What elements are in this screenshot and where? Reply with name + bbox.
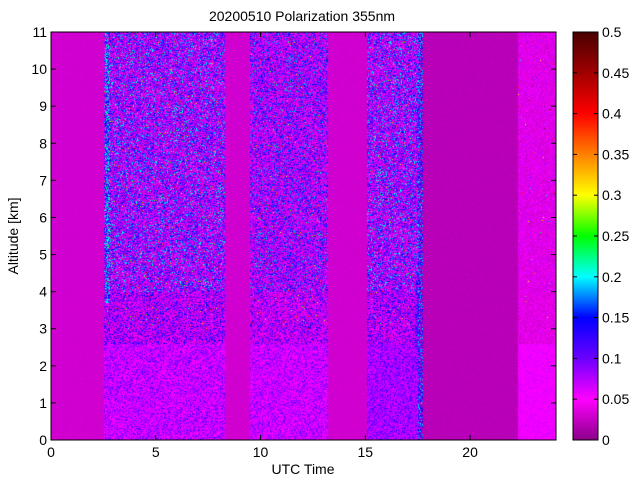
y-tick-label: 7	[39, 172, 47, 188]
colorbar-tick-label: 0.35	[602, 146, 629, 162]
colorbar-tick-label: 0.15	[602, 310, 629, 326]
x-axis-label: UTC Time	[272, 461, 335, 477]
y-tick-label: 5	[39, 247, 47, 263]
y-tick-label: 2	[39, 358, 47, 374]
y-tick-label: 3	[39, 321, 47, 337]
y-tick-label: 8	[39, 135, 47, 151]
colorbar-tick-label: 0.05	[602, 391, 629, 407]
y-tick-label: 4	[39, 284, 47, 300]
x-tick-label: 15	[358, 444, 374, 460]
y-tick-label: 1	[39, 395, 47, 411]
y-axis-label: Altitude [km]	[5, 197, 21, 274]
colorbar-tick-label: 0	[602, 432, 610, 448]
x-tick-label: 0	[47, 444, 55, 460]
colorbar-tick-label: 0.3	[602, 187, 622, 203]
y-tick-label: 9	[39, 98, 47, 114]
y-tick-label: 11	[32, 24, 47, 40]
y-tick-label: 6	[39, 209, 47, 225]
y-tick-label: 0	[39, 432, 47, 448]
x-tick-label: 20	[462, 444, 478, 460]
colorbar-tick-label: 0.5	[602, 24, 622, 40]
chart-title: 20200510 Polarization 355nm	[209, 8, 395, 24]
polarization-heatmap	[51, 32, 556, 440]
colorbar-tick-label: 0.1	[602, 350, 622, 366]
y-tick-label: 10	[31, 61, 47, 77]
colorbar-tick-label: 0.4	[602, 106, 622, 122]
x-tick-label: 10	[253, 444, 269, 460]
colorbar-tick-label: 0.45	[602, 65, 629, 81]
x-tick-label: 5	[152, 444, 160, 460]
colorbar-tick-label: 0.2	[602, 269, 622, 285]
colorbar-tick-label: 0.25	[602, 228, 629, 244]
